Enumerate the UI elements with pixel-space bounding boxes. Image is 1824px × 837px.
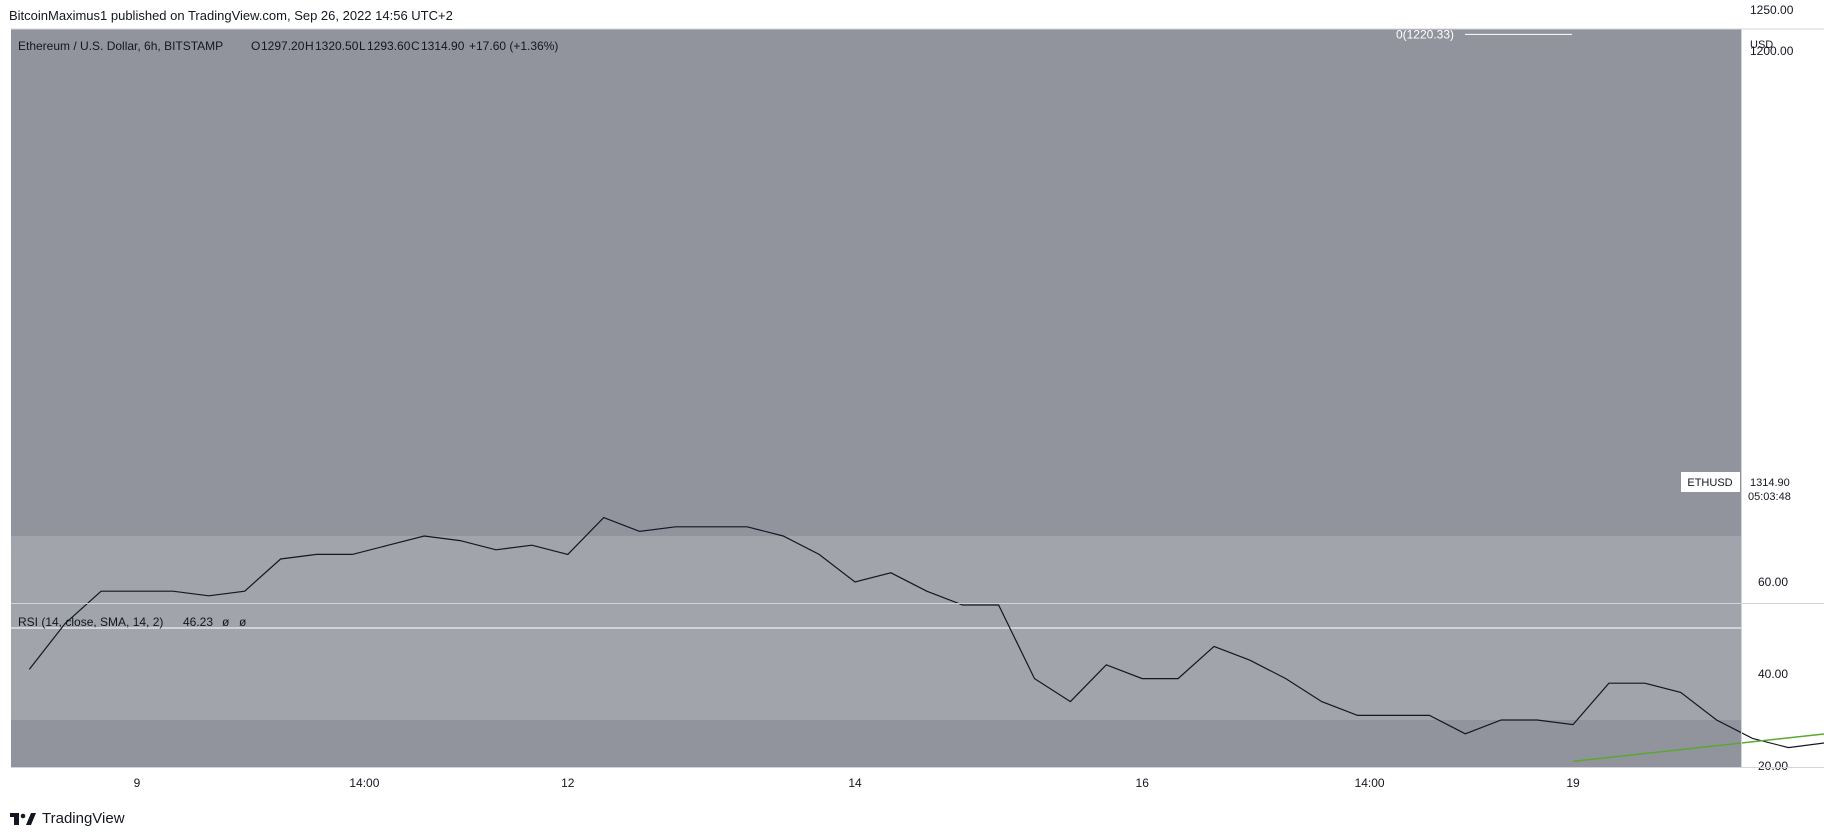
publisher-attribution: BitcoinMaximus1 published on TradingView… <box>9 8 453 23</box>
time-tick-label: 14:00 <box>349 776 379 790</box>
fib-level-label: 0(1220.33) <box>1396 27 1454 41</box>
price-tick-label: 1200.00 <box>1750 44 1794 58</box>
rsi-extra-2: ø <box>239 615 247 629</box>
tradingview-logo-icon <box>10 812 36 825</box>
time-tick-label: 9 <box>134 776 141 790</box>
ohlc-close-label: C <box>411 39 420 53</box>
rsi-tick-label: 60.00 <box>1758 575 1788 589</box>
ohlc-open-label: O <box>251 39 260 53</box>
rsi-support-line[interactable] <box>1572 656 1824 763</box>
bar-countdown: 05:03:48 <box>1748 491 1791 503</box>
time-tick-label: 14 <box>848 776 862 790</box>
time-tick-label: 19 <box>1566 776 1580 790</box>
last-price: 1314.90 <box>1750 477 1790 489</box>
ohlc-change: +17.60 (+1.36%) <box>469 39 558 53</box>
symbol-name[interactable]: Ethereum / U.S. Dollar, 6h, BITSTAMP <box>18 39 223 53</box>
ohlc-open-value: 1297.20 <box>261 39 305 53</box>
price-pane-background[interactable] <box>11 29 1741 603</box>
ohlc-high-value: 1320.50 <box>315 39 359 53</box>
symbol-tag-box <box>1681 472 1740 492</box>
tradingview-footer[interactable]: TradingView <box>10 810 125 827</box>
rsi-extra-1: ø <box>222 615 230 629</box>
ohlc-close-value: 1314.90 <box>421 39 465 53</box>
price-tick-label: 1250.00 <box>1750 3 1794 17</box>
rsi-tick-label: 20.00 <box>1758 759 1788 773</box>
time-tick-label: 14:00 <box>1355 776 1385 790</box>
symbol-tag: ETHUSD <box>1687 477 1732 489</box>
rsi-tick-label: 40.00 <box>1758 667 1788 681</box>
tradingview-brand: TradingView <box>42 810 125 827</box>
time-tick-label: 12 <box>561 776 575 790</box>
last-price-box <box>1742 472 1802 504</box>
rsi-label[interactable]: RSI (14, close, SMA, 14, 2) <box>18 615 163 629</box>
time-tick-label: 16 <box>1136 776 1150 790</box>
ohlc-high-label: H <box>305 39 314 53</box>
currency-label: USD <box>1750 39 1773 51</box>
ohlc-low-value: 1293.60 <box>367 39 411 53</box>
rsi-value: 46.23 <box>183 615 213 629</box>
ohlc-low-label: L <box>359 39 366 53</box>
rsi-line[interactable] <box>28 516 1824 749</box>
